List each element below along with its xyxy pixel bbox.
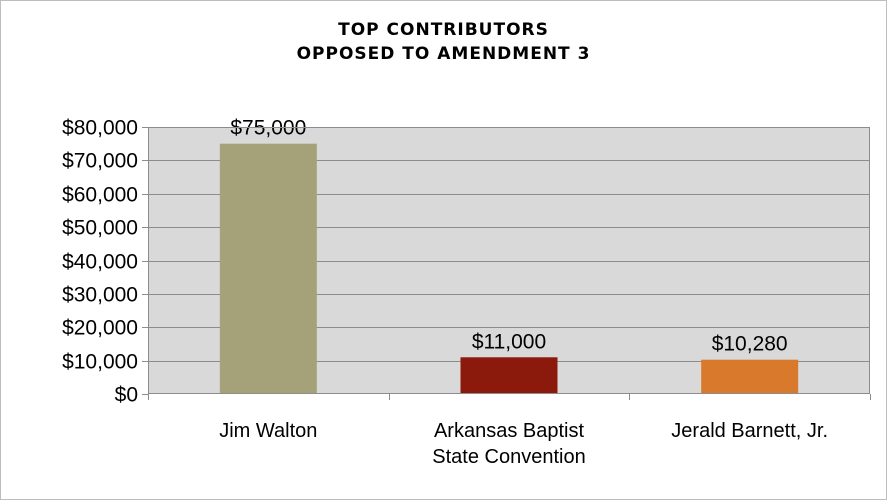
y-tick-label: $10,000 [62,351,138,374]
bar [219,143,317,394]
category-label: Jerald Barnett, Jr. [671,420,828,442]
plot-border [148,127,870,394]
y-tick-label: $50,000 [62,217,138,240]
y-tick-label: $70,000 [62,150,138,173]
y-tick-label: $60,000 [62,184,138,207]
axes [142,127,871,400]
bars [219,143,799,394]
data-label: $10,280 [712,333,788,356]
chart-title-line-2: OPPOSED TO AMENDMENT 3 [296,44,591,64]
data-label: $11,000 [472,330,546,353]
y-tick-label: $0 [115,384,138,407]
category-label: State Convention [432,446,585,468]
y-axis-tick-labels: $0 $10,000 $20,000 $30,000 $40,000 $50,000 $60… [62,117,138,407]
chart-title: TOP CONTRIBUTORS OPPOSED TO AMENDMENT 3 [0,18,887,66]
category-labels: Jim Walton Arkansas Baptist State Conventi… [219,420,828,468]
y-tick-label: $40,000 [62,251,138,274]
y-tick-label: $20,000 [62,317,138,340]
y-tick-label: $30,000 [62,284,138,307]
bar [460,357,558,394]
data-labels: $75,000 $11,000 $10,280 [230,117,787,356]
y-tick-label: $80,000 [62,117,138,140]
bar [701,359,799,394]
chart-title-line-1: TOP CONTRIBUTORS [338,20,549,40]
category-label: Arkansas Baptist [434,420,585,442]
data-label: $75,000 [230,117,306,140]
category-label: Jim Walton [219,420,317,442]
